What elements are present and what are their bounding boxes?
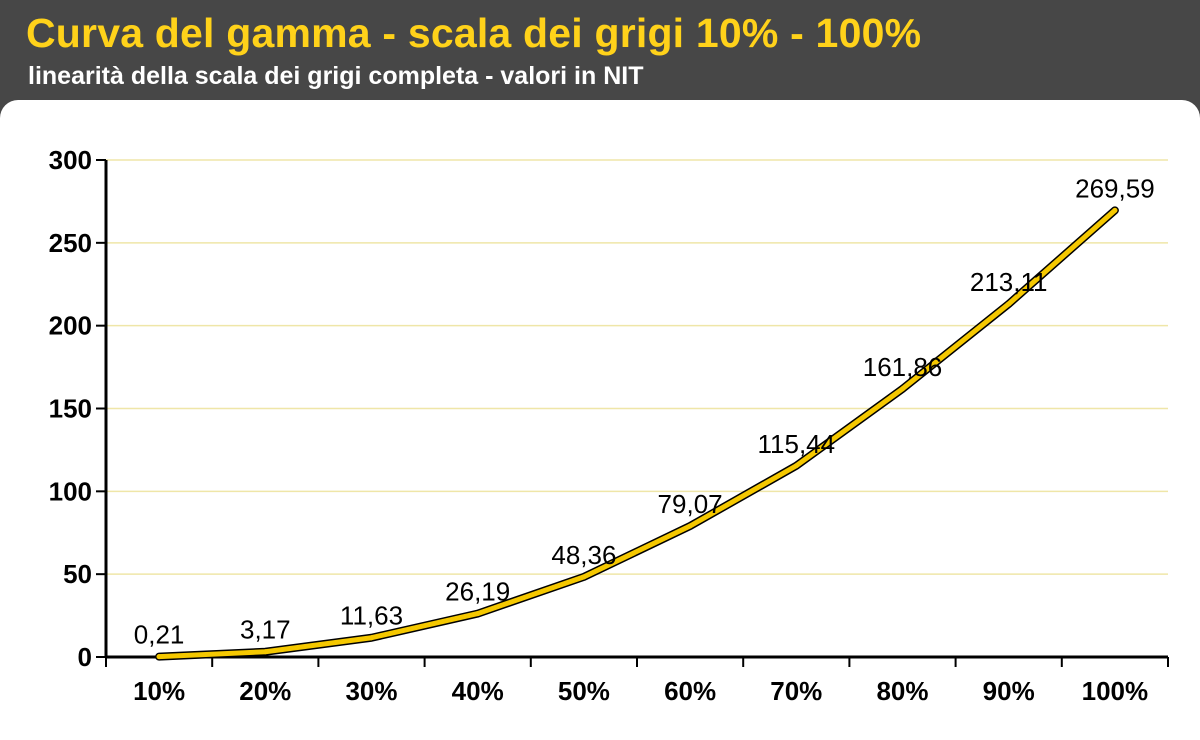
gamma-line-chart: 0 50 100 150 200 250 300 10% 20% 30% 40% 50% 60% 70% 8… — [49, 145, 1169, 706]
data-label: 26,19 — [445, 577, 510, 607]
chart-title: Curva del gamma - scala dei grigi 10% - … — [26, 10, 922, 56]
data-label: 48,36 — [551, 540, 616, 570]
data-point — [475, 611, 481, 617]
data-label: 161,86 — [863, 352, 943, 382]
x-tick-label: 60% — [664, 676, 716, 706]
x-tick-label: 10% — [133, 676, 185, 706]
y-tick-label: 300 — [49, 145, 92, 175]
data-label: 269,59 — [1075, 173, 1155, 203]
data-label: 0,21 — [134, 620, 185, 650]
series-line — [156, 207, 1118, 660]
data-label: 79,07 — [658, 489, 723, 519]
data-point — [1112, 207, 1118, 213]
x-tick-label: 50% — [558, 676, 610, 706]
data-point — [687, 523, 693, 529]
y-tick-label: 50 — [63, 559, 92, 589]
x-tick-label: 70% — [770, 676, 822, 706]
y-tick-label: 0 — [78, 642, 92, 672]
data-label: 213,11 — [970, 267, 1048, 297]
data-label: 115,44 — [758, 429, 836, 459]
x-tick-label: 80% — [876, 676, 928, 706]
chart-subtitle: linearità della scala dei grigi completa… — [28, 62, 644, 90]
y-tick-label: 150 — [49, 394, 92, 424]
y-tick-label: 250 — [49, 228, 92, 258]
y-tick-label: 200 — [49, 311, 92, 341]
data-point — [369, 635, 374, 641]
y-tick-label: 100 — [49, 476, 92, 506]
x-tick-label: 20% — [239, 676, 291, 706]
x-tick-label: 90% — [983, 676, 1035, 706]
chart-panel: 0 50 100 150 200 250 300 10% 20% 30% 40% 50% 60% 70% 8… — [0, 100, 1200, 740]
x-tick-label: 100% — [1082, 676, 1149, 706]
x-tick-label: 40% — [452, 676, 504, 706]
chart-header: Curva del gamma - scala dei grigi 10% - … — [0, 0, 1200, 100]
data-point — [900, 386, 905, 392]
data-point — [793, 463, 799, 469]
data-point — [262, 649, 268, 655]
data-point — [581, 574, 587, 580]
x-tick-label: 30% — [345, 676, 397, 706]
data-point — [1006, 301, 1012, 307]
data-label: 3,17 — [240, 615, 291, 645]
data-label: 11,63 — [340, 601, 403, 631]
data-point — [156, 654, 162, 660]
